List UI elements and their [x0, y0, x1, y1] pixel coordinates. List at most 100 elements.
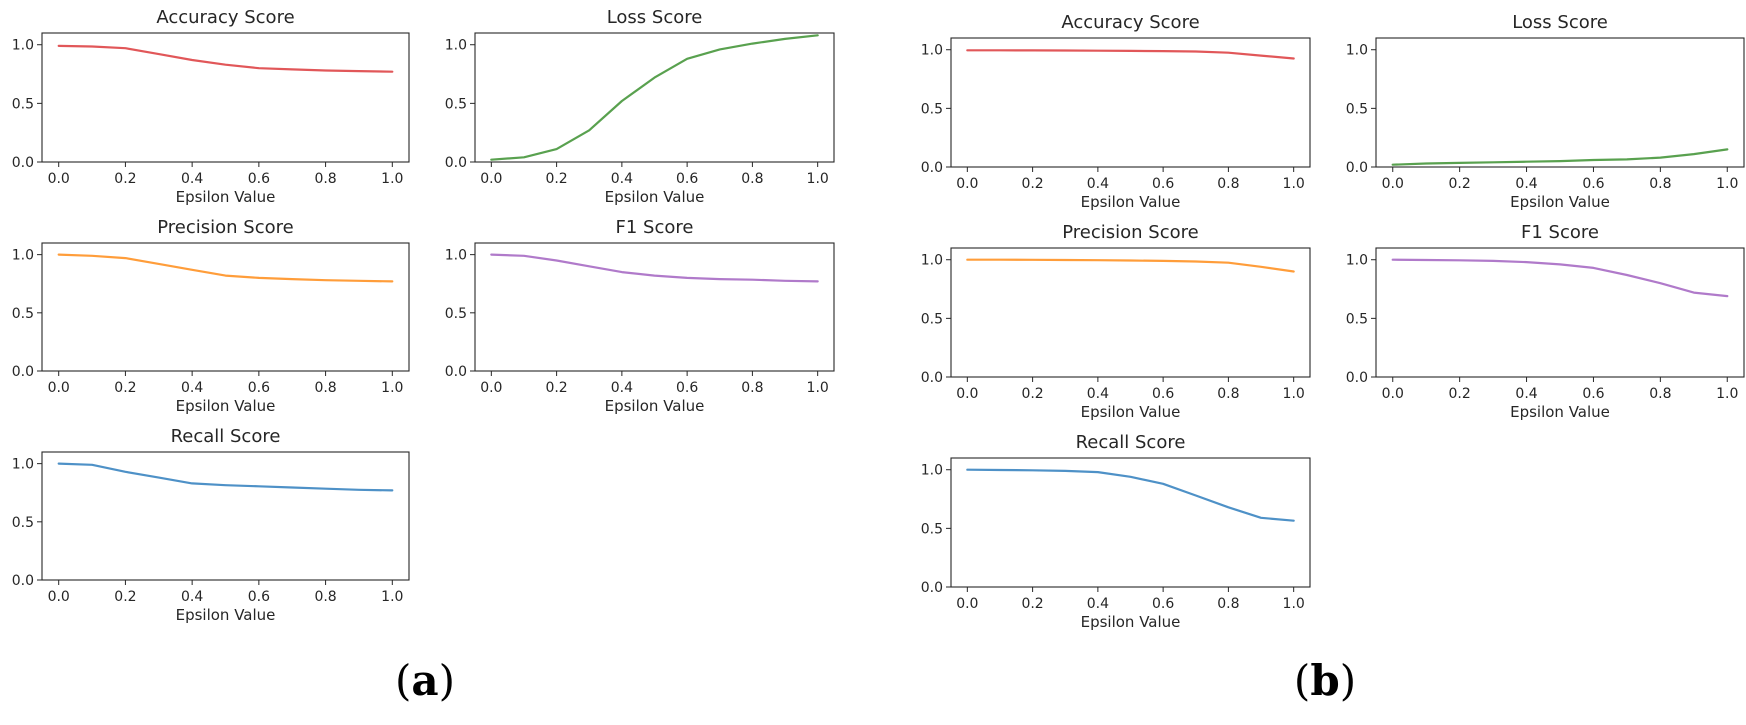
axes-frame: [1375, 37, 1745, 168]
x-tick-label: 0.6: [1582, 386, 1604, 402]
y-tick-label: 0.5: [12, 306, 34, 322]
series-line: [1391, 258, 1729, 298]
chart-title: Accuracy Score: [156, 7, 294, 28]
x-axis-label: Epsilon Value: [1081, 613, 1181, 631]
x-tick-label: 0.0: [480, 380, 502, 396]
x-tick-label: 0.8: [1649, 386, 1671, 402]
x-tick-label: 0.8: [1217, 176, 1239, 192]
y-tick-label: 1.0: [12, 248, 34, 264]
series-line: [966, 468, 1295, 522]
y-tick-label: 1.0: [445, 38, 467, 54]
y-tick-label: 0.0: [921, 370, 943, 386]
x-tick-label: 0.4: [181, 171, 203, 187]
y-tick-label: 1.0: [12, 38, 34, 54]
x-tick-label: 1.0: [1716, 176, 1738, 192]
series-line: [1391, 148, 1729, 166]
chart-title: Accuracy Score: [1061, 12, 1199, 33]
x-tick-label: 0.6: [676, 380, 698, 396]
x-tick-label: 0.2: [1021, 176, 1043, 192]
x-tick-label: 0.4: [1515, 386, 1537, 402]
x-tick-label: 0.6: [248, 380, 270, 396]
x-tick-label: 0.2: [114, 589, 136, 605]
y-tick-label: 0.0: [921, 580, 943, 596]
x-tick-label: 0.8: [741, 380, 763, 396]
x-axis-label: Epsilon Value: [1510, 403, 1610, 421]
y-tick-label: 0.5: [921, 101, 943, 117]
series-line: [490, 34, 819, 161]
x-axis-label: Epsilon Value: [605, 397, 705, 415]
chart-title: Recall Score: [171, 426, 281, 447]
x-tick-label: 1.0: [1283, 176, 1305, 192]
chart-a-precision-score: Precision Score 0.0 0.5 1.0 0.0 0.2 0.4 0.6 0.8 1…: [12, 217, 410, 415]
axes-frame: [1375, 247, 1745, 378]
x-tick-label: 0.4: [611, 171, 633, 187]
y-tick-label: 1.0: [12, 457, 34, 473]
x-tick-label: 0.0: [956, 596, 978, 612]
x-tick-label: 0.2: [114, 380, 136, 396]
x-tick-label: 0.0: [48, 171, 70, 187]
x-tick-label: 0.2: [1449, 386, 1471, 402]
y-tick-label: 0.5: [12, 515, 34, 531]
y-tick-label: 1.0: [1346, 253, 1368, 269]
x-tick-label: 0.6: [248, 589, 270, 605]
x-tick-label: 0.4: [1087, 386, 1109, 402]
x-tick-label: 0.8: [741, 171, 763, 187]
chart-a-f1-score: F1 Score 0.0 0.5 1.0 0.0 0.2 0.4 0.6 0.8 1.0 Epsil…: [445, 217, 835, 415]
chart-title: Loss Score: [607, 7, 703, 28]
x-tick-label: 0.2: [545, 171, 567, 187]
y-tick-label: 0.0: [445, 155, 467, 171]
series-line: [490, 253, 819, 283]
axes-frame: [950, 247, 1311, 378]
x-tick-label: 0.0: [1382, 176, 1404, 192]
x-axis-label: Epsilon Value: [176, 397, 276, 415]
x-tick-label: 0.6: [1152, 596, 1174, 612]
axes-frame: [41, 242, 410, 372]
x-tick-label: 0.2: [1021, 386, 1043, 402]
chart-title: Precision Score: [1062, 222, 1198, 243]
x-tick-label: 0.8: [314, 589, 336, 605]
x-tick-label: 0.8: [314, 171, 336, 187]
x-tick-label: 0.6: [1152, 386, 1174, 402]
y-tick-label: 0.5: [1346, 101, 1368, 117]
chart-b-accuracy-score: Accuracy Score 0.0 0.5 1.0 0.0 0.2 0.4 0.6 0.8 1.…: [921, 12, 1311, 211]
y-tick-label: 0.5: [12, 96, 34, 112]
x-tick-label: 0.2: [114, 171, 136, 187]
y-tick-label: 1.0: [1346, 43, 1368, 59]
x-tick-label: 0.8: [314, 380, 336, 396]
y-tick-label: 1.0: [921, 463, 943, 479]
chart-title: F1 Score: [616, 217, 694, 238]
x-tick-label: 0.4: [1087, 596, 1109, 612]
y-tick-label: 0.5: [445, 306, 467, 322]
y-tick-label: 0.0: [445, 364, 467, 380]
x-tick-label: 1.0: [1283, 596, 1305, 612]
axes-frame: [41, 32, 410, 163]
chart-title: Precision Score: [157, 217, 293, 238]
x-tick-label: 0.0: [48, 589, 70, 605]
x-tick-label: 0.0: [956, 176, 978, 192]
charts-layer: Accuracy Score 0.0 0.5 1.0 0.0 0.2 0.4 0.6 0.8 1.…: [12, 7, 1745, 631]
x-tick-label: 0.2: [1021, 596, 1043, 612]
x-tick-label: 0.6: [1582, 176, 1604, 192]
y-tick-label: 0.0: [12, 155, 34, 171]
x-axis-label: Epsilon Value: [605, 188, 705, 206]
x-tick-label: 0.6: [248, 171, 270, 187]
series-line: [966, 258, 1295, 273]
x-tick-label: 1.0: [1716, 386, 1738, 402]
x-tick-label: 0.4: [181, 380, 203, 396]
x-tick-label: 0.4: [1515, 176, 1537, 192]
x-axis-label: Epsilon Value: [1081, 193, 1181, 211]
chart-b-f1-score: F1 Score 0.0 0.5 1.0 0.0 0.2 0.4 0.6 0.8 1.0 Epsil…: [1346, 222, 1745, 421]
axes-frame: [950, 37, 1311, 168]
x-tick-label: 0.4: [1087, 176, 1109, 192]
chart-a-accuracy-score: Accuracy Score 0.0 0.5 1.0 0.0 0.2 0.4 0.6 0.8 1.…: [12, 7, 410, 206]
x-tick-label: 1.0: [1283, 386, 1305, 402]
y-tick-label: 0.5: [921, 311, 943, 327]
chart-b-precision-score: Precision Score 0.0 0.5 1.0 0.0 0.2 0.4 0.6 0.8 1…: [921, 222, 1311, 421]
x-axis-label: Epsilon Value: [1510, 193, 1610, 211]
x-tick-label: 0.0: [48, 380, 70, 396]
y-tick-label: 0.0: [12, 364, 34, 380]
series-line: [57, 462, 394, 492]
x-tick-label: 0.6: [676, 171, 698, 187]
x-tick-label: 0.8: [1649, 176, 1671, 192]
x-tick-label: 1.0: [381, 380, 403, 396]
